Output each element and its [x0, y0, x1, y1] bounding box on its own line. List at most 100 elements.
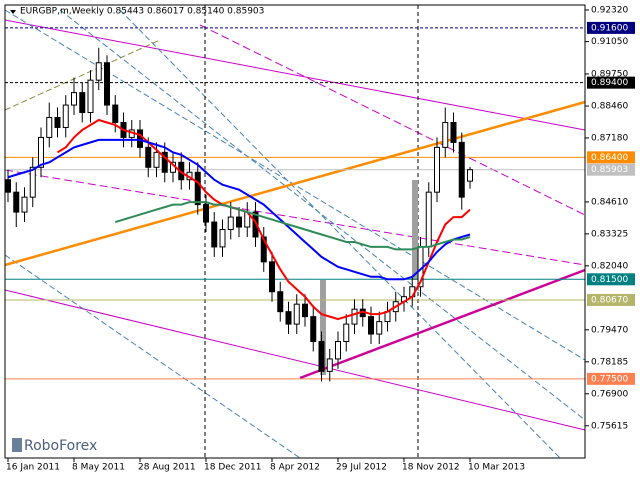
trend-line	[4, 19, 586, 131]
candle-body	[71, 92, 77, 106]
level-label-bg	[587, 76, 635, 89]
moving-average	[56, 118, 471, 321]
candle-body	[293, 303, 300, 325]
plot	[5, 27, 585, 382]
candle-body	[79, 92, 86, 114]
candle-body	[104, 62, 110, 106]
candle-body	[38, 136, 44, 168]
level-label-bg	[587, 151, 635, 164]
candle-body	[153, 151, 160, 168]
level-label: 0.86400	[591, 153, 628, 163]
trend-line	[4, 39, 161, 111]
candle-body	[310, 316, 317, 343]
candle-body	[145, 146, 152, 168]
x-tick-label: 8 Apr 2012	[270, 463, 320, 473]
level-label: 0.91600	[591, 23, 628, 33]
y-tick-label: 0.89750	[591, 69, 628, 79]
trend-line	[299, 268, 586, 380]
trend-line	[4, 289, 586, 431]
level-label: 0.77500	[591, 374, 628, 384]
candle-body	[161, 151, 168, 173]
x-tick-label: 28 Aug 2011	[138, 463, 196, 473]
candle-body	[236, 216, 242, 228]
candle-body	[194, 171, 201, 206]
candle-body	[21, 196, 28, 213]
x-tick-label: 16 Jan 2011	[6, 463, 60, 473]
candle-body	[95, 62, 102, 81]
logo-icon	[12, 438, 22, 452]
plot-frame	[4, 4, 586, 459]
level-label: 0.81500	[591, 275, 628, 285]
trend-line	[59, 9, 586, 421]
trend-line	[119, 9, 561, 459]
candle-body	[442, 121, 449, 148]
candle-body	[277, 291, 284, 313]
level-label-bg	[587, 21, 635, 34]
y-tick-label: 0.79470	[591, 325, 628, 335]
candle-body	[87, 79, 94, 114]
candle-body	[5, 179, 11, 193]
y-tick-label: 0.87180	[591, 133, 628, 143]
x-tick-label: 29 Jul 2012	[336, 463, 387, 473]
y-tick-label: 0.84610	[591, 197, 628, 207]
candle-body	[54, 117, 61, 128]
x-tick-label: 10 Mar 2013	[468, 463, 525, 473]
y-tick-label: 0.88460	[591, 102, 628, 112]
candle-body	[29, 166, 36, 198]
title-arrow	[10, 10, 16, 14]
level-label-bg	[587, 273, 635, 286]
candle-body	[269, 261, 275, 293]
candle-body	[137, 129, 143, 148]
level-label: 0.85903	[591, 165, 628, 175]
level-label-bg	[587, 372, 635, 385]
logo: RoboForex	[12, 438, 97, 454]
y-tick-label: 0.91050	[591, 37, 628, 47]
trend-line	[4, 100, 586, 267]
chart-title: EURGBP,m,Weekly 0.85443 0.86017 0.85140 …	[20, 7, 264, 17]
highlight-bar	[320, 280, 326, 375]
x-tick-label: 18 Dec 2011	[204, 463, 262, 473]
candle-body	[351, 308, 358, 325]
candle-body	[285, 311, 292, 325]
candle-body	[318, 341, 325, 372]
y-tick-label: 0.76900	[591, 389, 628, 399]
trend-line	[4, 254, 301, 459]
candle-body	[252, 211, 259, 238]
candle-body	[219, 229, 226, 248]
candle-body	[458, 141, 465, 198]
candle-body	[343, 323, 350, 343]
level-label: 0.89400	[591, 78, 628, 88]
candle-body	[260, 236, 267, 263]
level-label-bg	[587, 163, 635, 176]
candle-body	[326, 358, 333, 372]
candle-body	[46, 117, 53, 138]
candle-body	[434, 146, 440, 193]
trend-line	[4, 169, 586, 266]
y-tick-label: 0.82040	[591, 261, 628, 271]
y-tick-label: 0.92320	[591, 5, 628, 15]
candle-body	[227, 216, 234, 231]
logo-text: RoboForex	[24, 438, 97, 454]
level-label: 0.80670	[591, 295, 628, 305]
highlight-bar	[412, 180, 418, 280]
candle-body	[368, 316, 374, 335]
y-tick-label: 0.83325	[591, 229, 628, 239]
candle-body	[211, 221, 218, 248]
candle-body	[302, 303, 308, 318]
candle-body	[112, 104, 119, 123]
candle-body	[13, 191, 20, 213]
candle-body	[376, 321, 383, 335]
x-tick-label: 8 May 2011	[72, 463, 125, 473]
y-tick-label: 0.75615	[591, 421, 628, 431]
level-label-bg	[587, 293, 635, 306]
candle-body	[450, 121, 457, 143]
candle-body	[425, 191, 432, 248]
moving-average	[114, 201, 471, 251]
moving-average	[7, 138, 471, 281]
x-tick-label: 18 Nov 2012	[402, 463, 460, 473]
candle-body	[467, 169, 473, 182]
candle-body	[335, 341, 341, 360]
y-tick-label: 0.78185	[591, 357, 628, 367]
